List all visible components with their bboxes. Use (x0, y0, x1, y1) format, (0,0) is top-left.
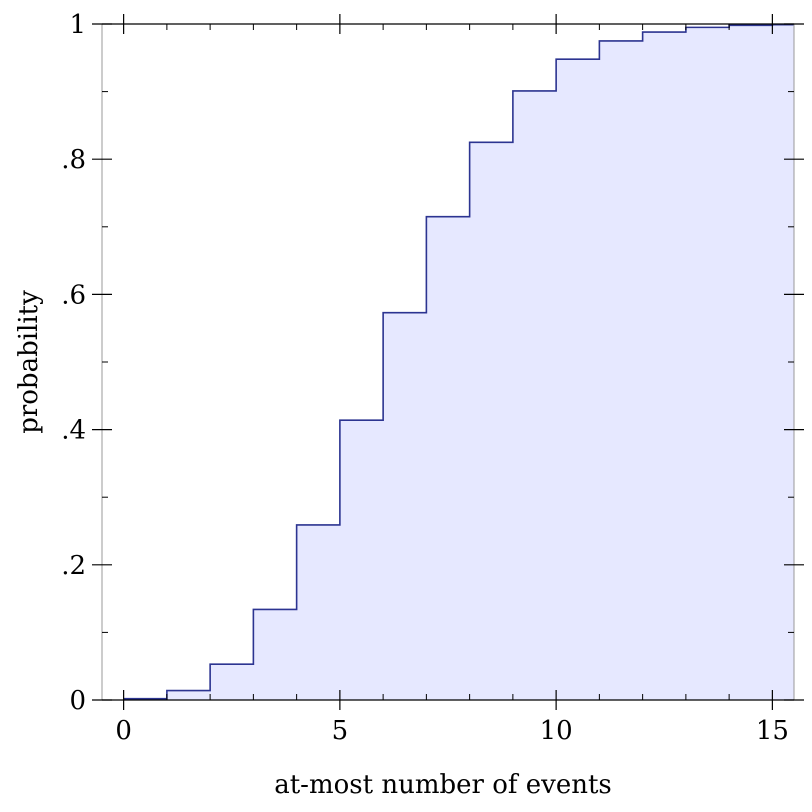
plot-area (123, 23, 794, 701)
x-tick-label: 10 (540, 716, 573, 746)
x-tick-label: 15 (756, 716, 789, 746)
y-tick-label: .8 (61, 145, 86, 175)
y-axis-title: probability (14, 290, 44, 434)
x-tick-label: 5 (332, 716, 349, 746)
tick-labels: 0 5 10 15 0 .2 .4 .6 .8 1 (61, 10, 789, 746)
ticks (92, 14, 804, 710)
y-tick-label: 0 (69, 686, 86, 716)
x-axis-title: at-most number of events (274, 770, 612, 800)
x-tick-label: 0 (115, 716, 132, 746)
y-tick-label: .2 (61, 551, 86, 581)
y-tick-label: 1 (69, 10, 86, 40)
series-area (123, 24, 794, 701)
y-tick-label: .4 (61, 416, 86, 446)
y-tick-label: .6 (61, 280, 86, 310)
